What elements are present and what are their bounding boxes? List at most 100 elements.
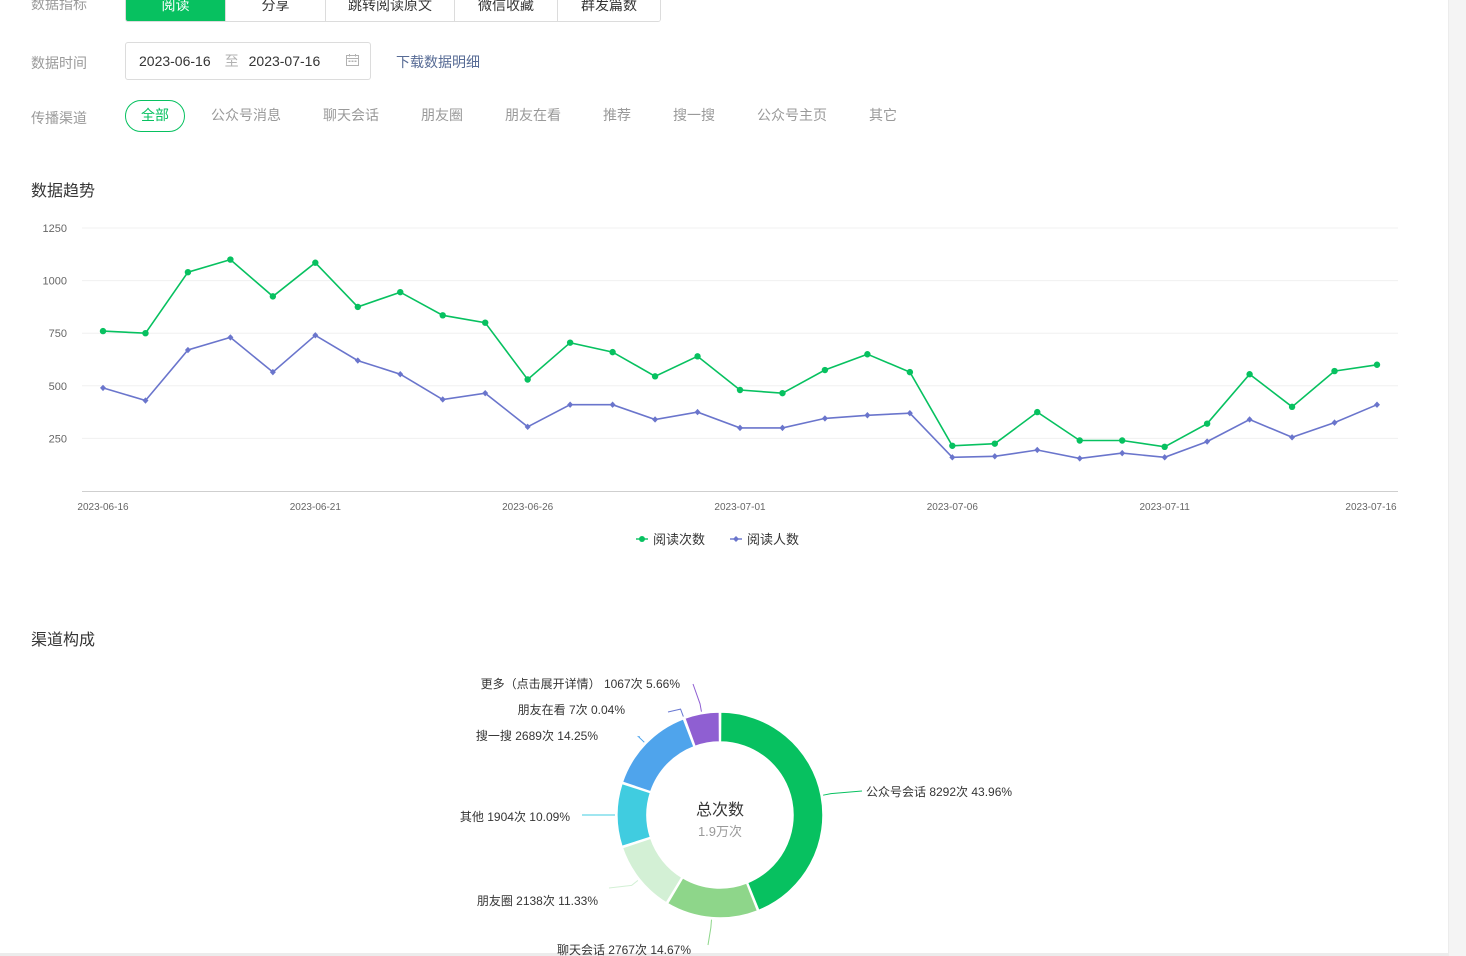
data-point: [1161, 454, 1168, 461]
channel-label: 传播渠道: [31, 110, 87, 126]
calendar-icon[interactable]: [346, 54, 359, 66]
y-tick-label: 750: [49, 328, 67, 340]
donut-slice: [621, 837, 684, 904]
data-point: [1161, 443, 1168, 451]
data-point: [142, 330, 149, 337]
data-point: [1076, 455, 1083, 462]
donut-center-value: 1.9万次: [698, 824, 742, 839]
data-point: [1246, 371, 1253, 378]
date-separator: 至: [224, 53, 239, 69]
page-scrollbar[interactable]: [1448, 0, 1466, 956]
data-point: [991, 453, 998, 460]
x-tick-label: 2023-07-06: [927, 502, 979, 513]
channel-all[interactable]: 全部: [125, 100, 185, 132]
y-tick-label: 1250: [43, 223, 67, 235]
data-point: [864, 351, 871, 358]
donut-slice: [683, 711, 721, 748]
data-point: [354, 357, 361, 364]
data-point: [439, 396, 446, 403]
slice-label: 朋友在看 7次 0.04%: [518, 703, 626, 717]
data-point: [269, 293, 277, 300]
date-start[interactable]: 2023-06-16: [139, 53, 211, 69]
tab-share[interactable]: 分享: [225, 0, 325, 21]
data-point: [1204, 438, 1211, 445]
x-tick-label: 2023-06-26: [502, 502, 554, 513]
data-point: [397, 288, 404, 296]
legend-item: 阅读次数: [636, 532, 705, 547]
label-leader-line: [823, 790, 863, 796]
trend-section-title: 数据趋势: [31, 183, 96, 200]
date-range-picker[interactable]: 2023-06-16 至 2023-07-16: [125, 42, 371, 80]
channel-friends-watching[interactable]: 朋友在看: [505, 107, 561, 123]
channel-moments[interactable]: 朋友圈: [421, 107, 463, 123]
bottom-divider: [0, 953, 1449, 956]
y-tick-label: 500: [49, 381, 67, 393]
data-point: [482, 319, 489, 326]
donut-slice: [616, 782, 652, 848]
series-line: [102, 334, 1378, 460]
data-point: [906, 409, 913, 417]
slice-label: 朋友圈 2138次 11.33%: [477, 894, 599, 908]
data-point: [1246, 416, 1253, 423]
tab-wechat-favorite[interactable]: 微信收藏: [454, 0, 557, 21]
channel-account-message[interactable]: 公众号消息: [211, 107, 281, 123]
slice-label: 其他 1904次 10.09%: [460, 810, 570, 824]
data-point: [566, 339, 574, 346]
data-point: [779, 424, 786, 432]
channel-donut-chart: 公众号会话 8292次 43.96% 聊天会话 2767次 14.67% 朋友圈 2…: [460, 676, 1012, 956]
data-point: [1331, 367, 1338, 375]
legend-swatch-marker: [639, 536, 645, 542]
data-point: [694, 353, 701, 360]
data-point: [821, 415, 828, 422]
channel-chat[interactable]: 聊天会话: [323, 107, 379, 123]
label-leader-line: [692, 683, 702, 712]
data-point: [184, 346, 191, 354]
label-leader-line: [608, 880, 639, 889]
label-leader-line: [636, 735, 645, 743]
legend-label: 阅读人数: [747, 532, 799, 547]
data-point: [567, 401, 574, 408]
x-tick-label: 2023-06-16: [77, 502, 129, 513]
donut-center-title: 总次数: [696, 801, 744, 819]
data-point: [1034, 446, 1041, 454]
label-leader-line: [707, 919, 712, 946]
label-leader-line: [667, 708, 684, 717]
slice-label: 更多（点击展开详情） 1067次 5.66%: [481, 676, 681, 691]
tab-jump-original[interactable]: 跳转阅读原文: [325, 0, 454, 21]
download-detail-link[interactable]: 下载数据明细: [396, 54, 480, 70]
channel-search[interactable]: 搜一搜: [673, 107, 715, 123]
donut-slice: [719, 711, 824, 912]
data-point: [524, 423, 531, 431]
data-point: [949, 442, 956, 449]
data-point: [949, 454, 956, 461]
data-point: [906, 368, 914, 376]
data-point: [227, 334, 234, 341]
data-point: [609, 401, 616, 408]
data-point: [694, 408, 701, 416]
data-point: [651, 373, 659, 380]
date-end[interactable]: 2023-07-16: [248, 53, 321, 69]
data-point: [1119, 449, 1126, 457]
donut-slice: [621, 717, 695, 793]
channel-other[interactable]: 其它: [869, 107, 897, 123]
channel-recommend[interactable]: 推荐: [603, 107, 631, 123]
tab-read[interactable]: 阅读: [126, 0, 225, 21]
slice-label: 公众号会话 8292次 43.96%: [866, 785, 1012, 799]
legend-label: 阅读次数: [653, 532, 705, 547]
data-point: [1289, 434, 1296, 441]
y-tick-label: 1000: [43, 276, 67, 288]
legend-item: 阅读人数: [730, 532, 799, 547]
data-point: [100, 384, 106, 392]
x-tick-label: 2023-06-21: [290, 502, 342, 513]
data-point: [269, 368, 276, 376]
slice-label: 聊天会话 2767次 14.67%: [557, 943, 691, 956]
data-point: [1373, 361, 1381, 368]
data-point: [482, 389, 489, 397]
data-point: [821, 366, 829, 374]
x-tick-label: 2023-07-01: [714, 502, 766, 513]
x-tick-label: 2023-07-16: [1345, 502, 1397, 513]
channel-account-homepage[interactable]: 公众号主页: [757, 107, 827, 123]
x-tick-label: 2023-07-11: [1139, 502, 1190, 513]
data-point: [227, 256, 234, 263]
tab-mass-posts[interactable]: 群发篇数: [557, 0, 660, 21]
